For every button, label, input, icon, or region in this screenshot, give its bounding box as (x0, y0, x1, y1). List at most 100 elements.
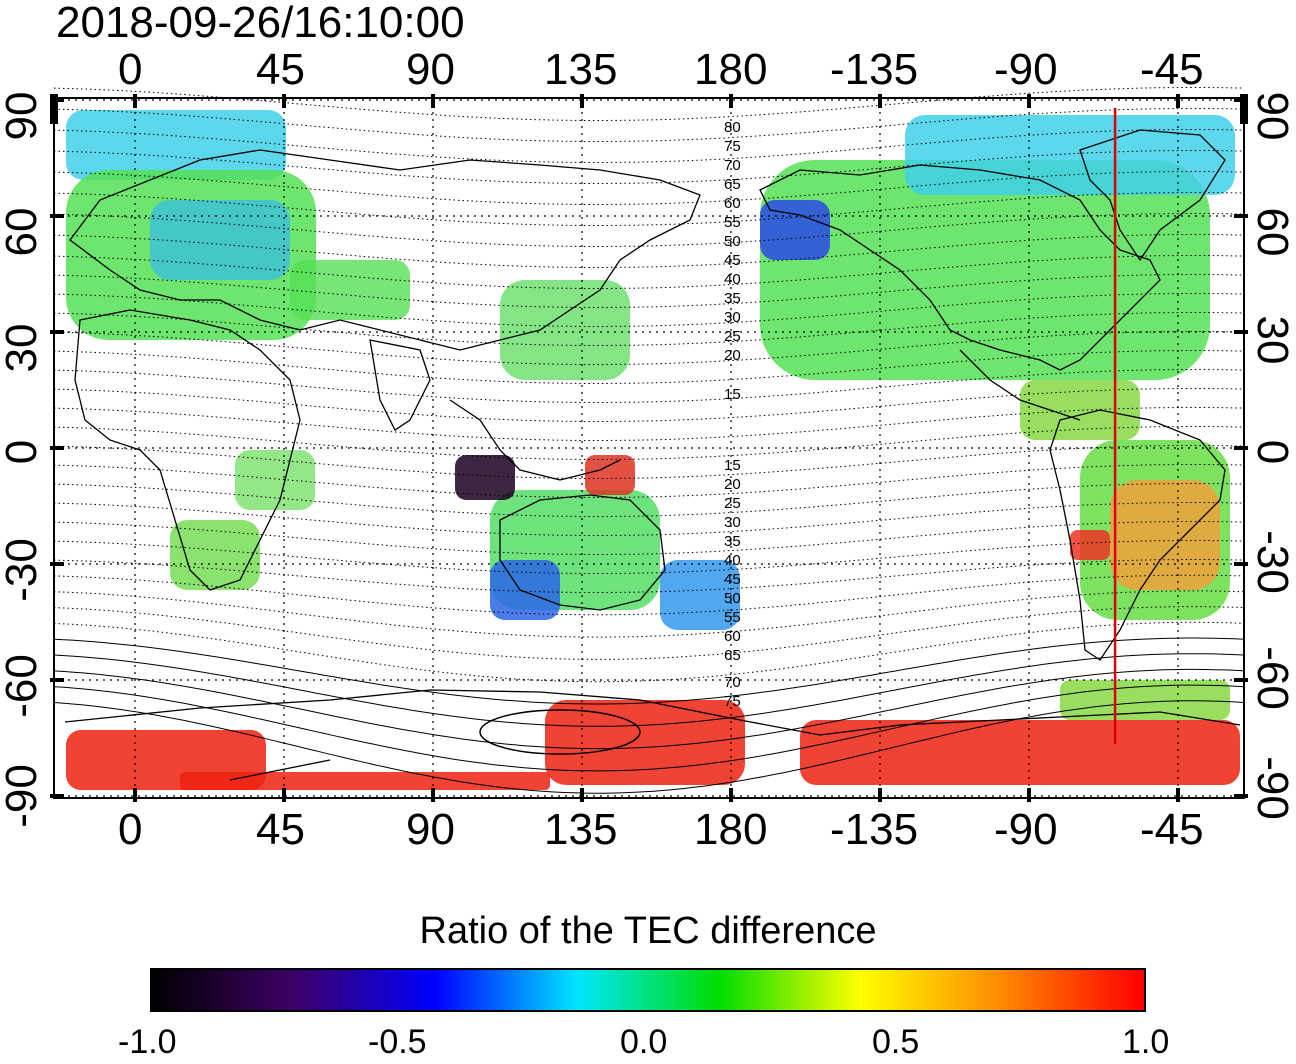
magnetic-contour (53, 293, 1245, 327)
frame-tick (50, 94, 58, 124)
contour-label-south: 60 (724, 628, 741, 645)
magnetic-contour (53, 108, 1245, 142)
magnetic-contour (53, 407, 1245, 441)
contour-label-south: 75 (724, 693, 741, 710)
tec-data-patch (800, 720, 1240, 785)
magnetic-contour (53, 684, 1245, 772)
magnetic-contour (53, 426, 1245, 460)
magnetic-contour (53, 700, 1245, 794)
magnetic-contour (53, 369, 1245, 403)
contour-label-south: 15 (724, 457, 741, 474)
contour-label-north: 65 (724, 176, 741, 193)
tec-data-patch (1110, 480, 1220, 590)
contour-label-north: 15 (724, 386, 741, 403)
tec-data-patch (500, 280, 630, 380)
colorbar-tick-2: 0.0 (620, 1023, 668, 1061)
frame-tick (1234, 214, 1248, 218)
frame-tick (1240, 94, 1248, 124)
tec-data-patch (150, 200, 290, 280)
tec-data-patch (180, 772, 550, 790)
tec-data-patch (1070, 530, 1110, 560)
x-bottom-tick-6: -90 (994, 805, 1058, 854)
frame-tick (1027, 94, 1031, 108)
frame-tick (729, 94, 733, 108)
contour-label-south: 30 (724, 514, 741, 531)
frame-tick (50, 794, 64, 798)
frame-tick (580, 94, 584, 108)
magnetic-contour (53, 255, 1245, 289)
magnetic-contour (53, 87, 1245, 121)
frame-tick (1027, 788, 1031, 802)
tec-data-patch (760, 160, 1210, 380)
contour-label-south: 35 (724, 533, 741, 550)
tec-data-patch (490, 560, 560, 620)
x-bottom-tick-3: 135 (544, 805, 618, 854)
frame-tick (133, 788, 137, 802)
x-bottom-tick-2: 90 (406, 805, 455, 854)
tec-data-patch (170, 520, 260, 590)
tec-data-patch (290, 260, 410, 320)
magnetic-contour (53, 192, 1245, 226)
x-bottom-tick-1: 45 (256, 805, 305, 854)
tec-data-patch (455, 455, 515, 500)
frame-tick (1234, 794, 1248, 798)
magnetic-contour (53, 540, 1245, 574)
x-bottom-tick-0: 0 (118, 805, 143, 854)
colorbar-tick-0: -1.0 (118, 1023, 177, 1061)
contour-label-south: 55 (724, 609, 741, 626)
frame-tick (282, 788, 286, 802)
contour-label-north: 55 (724, 214, 741, 231)
contour-label-north: 25 (724, 328, 741, 345)
magnetic-contour (53, 350, 1245, 384)
contour-label-south: 70 (724, 674, 741, 691)
frame-tick (133, 94, 137, 108)
contour-label-south: 40 (724, 552, 741, 569)
tec-data-patch (660, 560, 740, 630)
contour-label-south: 65 (724, 647, 741, 664)
frame-tick (878, 94, 882, 108)
tec-data-patch (545, 700, 745, 785)
frame-tick (50, 678, 64, 682)
magnetic-contour (53, 574, 1245, 616)
magnetic-contour (53, 637, 1245, 705)
x-top-tick-0: 0 (118, 45, 143, 94)
frame-tick (50, 330, 64, 334)
tec-data-patch (66, 110, 286, 180)
magnetic-contour (53, 559, 1245, 593)
contour-label-north: 60 (724, 195, 741, 212)
frame-tick (50, 562, 64, 566)
magnetic-contour (53, 234, 1245, 268)
contour-label-north: 80 (724, 119, 741, 136)
colorbar-title: Ratio of the TEC difference (419, 910, 877, 952)
magnetic-contour (53, 445, 1245, 479)
tec-data-patch (235, 450, 315, 510)
tec-data-patch (905, 115, 1235, 195)
frame-tick (50, 214, 64, 218)
tec-data-patch (760, 200, 830, 260)
magnetic-contour (53, 129, 1245, 163)
colorbar-tick-1: -0.5 (368, 1023, 427, 1061)
colorbar (150, 968, 1146, 1012)
frame-tick (282, 94, 286, 108)
magnetic-contour (53, 606, 1245, 660)
frame-tick (1234, 446, 1248, 450)
tec-data-patch (585, 455, 635, 495)
magnetic-contour (53, 464, 1245, 498)
tec-data-layer (66, 110, 1240, 790)
x-bottom-tick-4: 180 (694, 805, 768, 854)
magnetic-contour (53, 150, 1245, 184)
contour-label-south: 45 (724, 571, 741, 588)
magnetic-contour (53, 312, 1245, 346)
frame-tick (1234, 330, 1248, 334)
magnetic-contour (53, 171, 1245, 205)
magnetic-contour (53, 653, 1245, 727)
frame-tick-marks (50, 94, 1248, 802)
magnetic-contour (53, 668, 1245, 750)
contour-label-north: 20 (724, 347, 741, 364)
x-bottom-tick-7: -45 (1140, 805, 1204, 854)
magnetic-contour (53, 521, 1245, 555)
frame-tick (1176, 94, 1180, 108)
magnetic-pole-contour (479, 709, 641, 755)
contour-label-north: 70 (724, 157, 741, 174)
